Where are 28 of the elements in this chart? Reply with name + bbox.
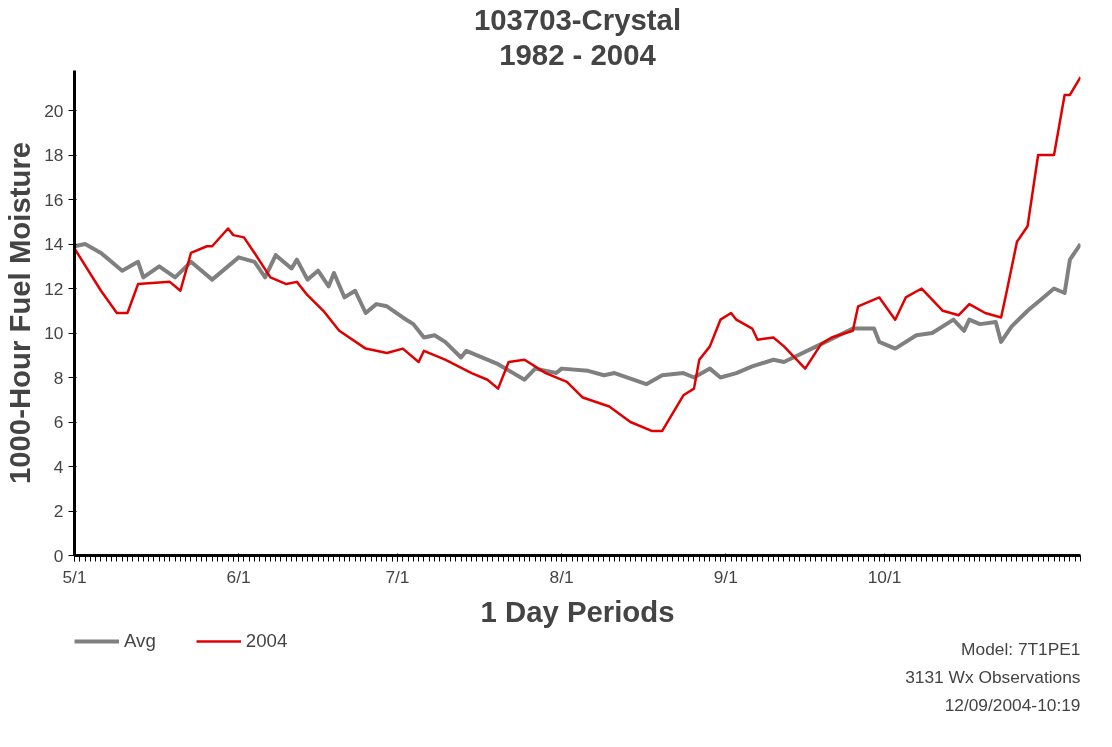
y-tick-label: 0	[53, 545, 64, 566]
line-series	[74, 75, 1081, 433]
chart-subtitle: 1982 - 2004	[499, 37, 657, 71]
y-axis-title: 1000-Hour Fuel Moisture	[3, 141, 37, 485]
legend-label: Avg	[124, 630, 156, 652]
line-series	[74, 242, 1081, 387]
text: 12/09/2004-10:19	[944, 694, 1081, 715]
y-tick-label: 12	[44, 278, 64, 299]
text: 3131 Wx Observations	[905, 666, 1081, 687]
x-tick-label: 7/1	[385, 566, 410, 587]
y-tick-label: 2	[53, 501, 64, 521]
y-tick-label: 10	[44, 323, 64, 344]
y-tick-label: 6	[53, 412, 64, 433]
y-tick-label: 16	[44, 189, 64, 210]
x-tick-label: 9/1	[713, 566, 738, 587]
legend-label: 2004	[245, 630, 288, 652]
x-tick-label: 6/1	[226, 566, 251, 587]
y-tick-label: 8	[53, 367, 64, 388]
x-tick-label: 8/1	[549, 566, 574, 587]
y-tick-label: 20	[44, 100, 64, 121]
text: Model: 7T1PE1	[961, 638, 1081, 659]
y-tick-label: 4	[53, 456, 64, 477]
x-tick-label: 10/1	[867, 566, 902, 587]
x-tick-label: 5/1	[62, 566, 87, 587]
y-tick-label: 14	[44, 234, 64, 255]
x-axis-title: 1 Day Periods	[480, 594, 675, 628]
y-tick-label: 18	[44, 145, 64, 166]
chart-title: 103703-Crystal	[473, 2, 682, 36]
